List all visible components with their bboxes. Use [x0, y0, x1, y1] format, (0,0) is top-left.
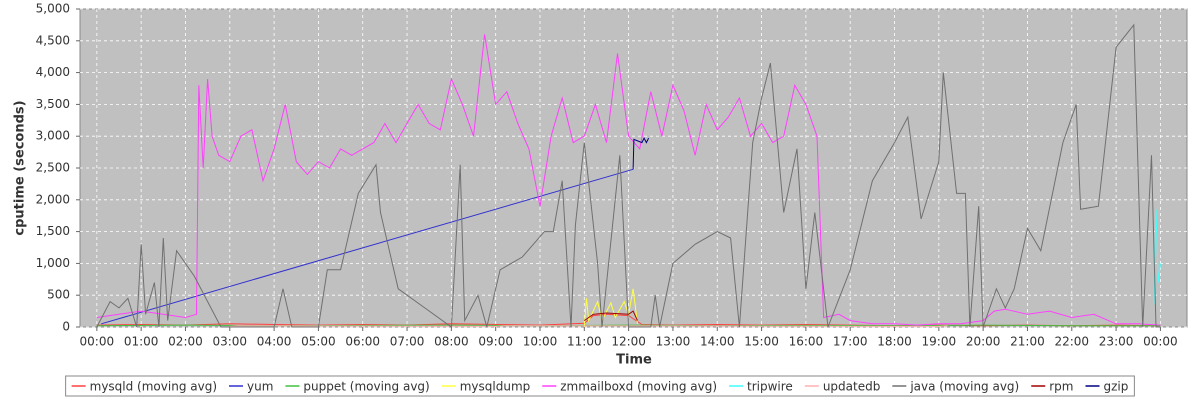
- x-tick-label: 21:00: [1010, 335, 1045, 349]
- x-tick-label: 15:00: [744, 335, 779, 349]
- series-line: [229, 325, 948, 327]
- y-tick-label: 2,000: [36, 192, 70, 206]
- y-tick-label: 2,500: [36, 161, 70, 175]
- x-tick-label: 11:00: [567, 335, 602, 349]
- legend-label: zmmailboxd (moving avg): [560, 380, 717, 394]
- x-tick-label: 23:00: [1099, 335, 1134, 349]
- x-tick-label: 06:00: [345, 335, 380, 349]
- x-tick-label: 04:00: [257, 335, 292, 349]
- x-tick-label: 03:00: [212, 335, 247, 349]
- x-tick-label: 10:00: [523, 335, 558, 349]
- x-tick-label: 22:00: [1054, 335, 1089, 349]
- x-tick-label: 20:00: [966, 335, 1001, 349]
- y-tick-label: 5,000: [36, 2, 70, 16]
- legend-label: puppet (moving avg): [303, 380, 429, 394]
- x-tick-label: 07:00: [390, 335, 425, 349]
- series-line: [101, 168, 634, 325]
- legend-label: gzip: [1103, 380, 1128, 394]
- x-tick-label: 19:00: [922, 335, 957, 349]
- legend-label: updatedb: [823, 380, 881, 394]
- legend-label: rpm: [1049, 380, 1073, 394]
- series-line: [632, 136, 650, 170]
- x-tick-label: 01:00: [124, 335, 159, 349]
- y-tick-label: 3,500: [36, 97, 70, 111]
- x-tick-label: 18:00: [877, 335, 912, 349]
- legend-label: tripwire: [747, 380, 793, 394]
- x-tick-label: 13:00: [656, 335, 691, 349]
- x-tick-label: 17:00: [833, 335, 868, 349]
- y-tick-label: 4,000: [36, 65, 70, 79]
- x-tick-label: 05:00: [301, 335, 336, 349]
- y-tick-label: 500: [47, 288, 70, 302]
- y-axis-title: cputime (seconds): [13, 100, 28, 235]
- x-tick-label: 16:00: [789, 335, 824, 349]
- x-tick-label: 14:00: [700, 335, 735, 349]
- x-axis-title: Time: [616, 353, 652, 368]
- x-tick-label: 09:00: [478, 335, 513, 349]
- series-line: [584, 310, 638, 322]
- legend-label: mysqldump: [460, 380, 531, 394]
- x-tick-label: 08:00: [434, 335, 469, 349]
- series-line: [583, 288, 638, 328]
- legend-box: [65, 375, 1135, 397]
- y-tick-label: 1,500: [36, 224, 70, 238]
- series-line: [96, 23, 1161, 328]
- y-tick-label: 3,000: [36, 129, 70, 143]
- series-line: [96, 34, 1161, 326]
- x-tick-label: 02:00: [168, 335, 203, 349]
- y-tick-label: 1,000: [36, 256, 70, 270]
- x-tick-label: 00:00: [1143, 335, 1178, 349]
- x-tick-label: 00:00: [80, 335, 115, 349]
- y-tick-label: 0: [62, 320, 70, 334]
- series-line: [1153, 209, 1161, 305]
- y-tick-label: 4,500: [36, 33, 70, 47]
- legend: mysqld (moving avg) yum puppet (moving avg…: [71, 380, 1128, 394]
- x-tick-label: 12:00: [611, 335, 646, 349]
- legend-label: mysqld (moving avg): [90, 380, 217, 394]
- legend-label: java (moving avg): [909, 380, 1019, 394]
- legend-label: yum: [247, 380, 273, 394]
